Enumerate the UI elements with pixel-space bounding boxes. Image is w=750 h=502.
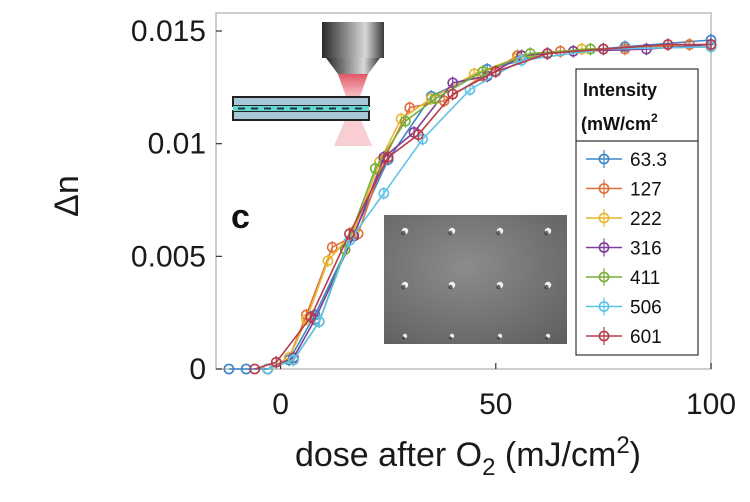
data-point: [313, 316, 325, 328]
image-dot-shadow: [401, 230, 406, 236]
x-tick-label: 50: [479, 388, 512, 421]
image-dot-shadow: [401, 284, 406, 290]
data-point: [524, 48, 536, 59]
series-line: [267, 46, 712, 370]
data-point: [288, 354, 299, 366]
data-point: [430, 93, 441, 105]
y-axis: 0 0.005 0.01 0.015: [131, 15, 222, 386]
x-axis-label: dose after O2 (mJ/cm2): [295, 432, 641, 481]
microscope-image: [384, 215, 567, 344]
legend-entry: 601: [586, 327, 662, 348]
data-point: [369, 163, 381, 174]
data-point: [447, 77, 459, 89]
laser-beam-lower: [334, 108, 372, 146]
legend-marker: [598, 242, 610, 253]
image-dot-shadow: [496, 284, 501, 290]
series-601: [249, 38, 717, 375]
x-tick-label: 0: [272, 388, 289, 421]
legend-marker: [598, 212, 610, 224]
legend-title-line2: (mW/cm2: [581, 111, 658, 134]
legend-marker: [598, 183, 610, 194]
data-point: [223, 363, 235, 375]
legend-label: 222: [630, 209, 662, 230]
data-point: [447, 88, 459, 100]
series-layer: [223, 33, 717, 375]
y-tick-label: 0.005: [131, 240, 206, 273]
y-tick-label: 0.015: [131, 15, 206, 48]
image-dot-shadow: [544, 284, 549, 290]
legend-label: 63.3: [630, 150, 667, 171]
image-dot-shadow: [544, 230, 549, 236]
data-point: [382, 151, 394, 163]
legend-entry: 411: [586, 268, 660, 289]
image-dot-shadow: [497, 336, 500, 340]
schematic-inset: [232, 22, 384, 146]
legend-entry: 63.3: [586, 150, 667, 171]
series-line: [254, 43, 711, 370]
y-tick-label: 0.01: [148, 128, 206, 161]
image-dot-shadow: [496, 230, 501, 236]
legend-box: [575, 68, 699, 356]
legend-label: 506: [630, 298, 662, 319]
data-point: [477, 66, 489, 77]
sample-glass-bottom: [232, 110, 370, 121]
legend-marker: [598, 271, 610, 283]
legend: Intensity (mW/cm2 63.3 127 222 316 411 506 601: [575, 68, 699, 356]
data-point: [378, 187, 390, 199]
legend-marker: [598, 153, 610, 165]
objective-tip: [326, 58, 380, 74]
image-dot-shadow: [448, 230, 453, 236]
legend-entry: 127: [586, 179, 662, 201]
legend-title-line1: Intensity: [583, 80, 657, 100]
legend-entry: 222: [586, 209, 662, 230]
data-point: [490, 66, 502, 77]
data-point: [270, 356, 282, 368]
legend-entry: 316: [586, 238, 662, 260]
data-point: [542, 48, 553, 59]
data-point: [662, 39, 674, 50]
data-point: [597, 43, 609, 55]
image-dot-shadow: [448, 284, 453, 290]
laser-beam-upper: [338, 74, 368, 108]
data-point: [705, 39, 717, 50]
data-point: [322, 255, 334, 267]
objective-body: [322, 22, 384, 58]
data-point: [344, 228, 355, 240]
legend-marker: [598, 301, 610, 312]
data-point: [412, 129, 424, 141]
legend-marker: [598, 330, 610, 342]
x-axis: 0 50 100: [272, 363, 736, 421]
x-tick-label: 100: [686, 388, 736, 421]
y-axis-label: Δn: [48, 175, 86, 217]
legend-entry: 506: [586, 297, 662, 319]
legend-label: 411: [630, 268, 660, 289]
image-dot-shadow: [402, 336, 405, 340]
data-point: [249, 363, 261, 375]
data-point: [305, 311, 317, 323]
sample-glass-top: [232, 96, 370, 107]
legend-label: 601: [630, 327, 662, 348]
data-point: [326, 241, 338, 253]
legend-label: 316: [630, 239, 662, 260]
image-dot-shadow: [545, 336, 548, 340]
plot-frame: [215, 12, 712, 370]
data-point: [399, 115, 411, 127]
panel-label: c: [231, 198, 250, 236]
image-dot-shadow: [449, 336, 452, 340]
y-tick-label: 0: [189, 353, 206, 386]
sample-film: [233, 106, 369, 111]
legend-label: 127: [630, 180, 662, 201]
